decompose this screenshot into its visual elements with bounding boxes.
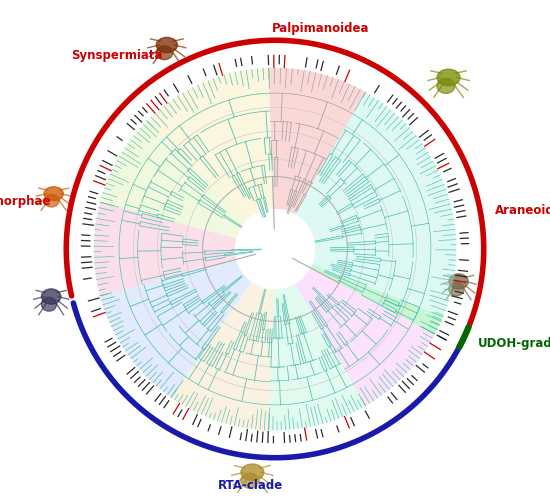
Ellipse shape	[241, 464, 264, 481]
Polygon shape	[171, 282, 273, 430]
Text: UDOH-grade: UDOH-grade	[478, 337, 550, 350]
Ellipse shape	[41, 289, 61, 304]
Polygon shape	[269, 284, 366, 430]
Text: RTA-clade: RTA-clade	[218, 479, 283, 492]
Ellipse shape	[449, 282, 464, 296]
Ellipse shape	[241, 473, 258, 488]
Polygon shape	[295, 92, 456, 334]
Ellipse shape	[437, 69, 460, 86]
Polygon shape	[147, 68, 273, 220]
Ellipse shape	[156, 37, 178, 53]
Text: Araneoidea: Araneoidea	[496, 204, 550, 217]
Polygon shape	[94, 202, 236, 296]
Polygon shape	[295, 268, 435, 406]
Polygon shape	[100, 260, 252, 397]
Polygon shape	[311, 264, 443, 334]
Text: Palpimanoidea: Palpimanoidea	[272, 22, 369, 35]
Ellipse shape	[437, 78, 455, 94]
Ellipse shape	[449, 274, 468, 289]
Ellipse shape	[156, 46, 173, 60]
Polygon shape	[100, 121, 246, 238]
Ellipse shape	[44, 187, 63, 201]
Ellipse shape	[41, 297, 57, 311]
Ellipse shape	[44, 195, 59, 207]
Text: Synspermiata: Synspermiata	[72, 49, 163, 62]
Text: Mygalomorphae: Mygalomorphae	[0, 195, 51, 208]
Polygon shape	[269, 68, 366, 214]
